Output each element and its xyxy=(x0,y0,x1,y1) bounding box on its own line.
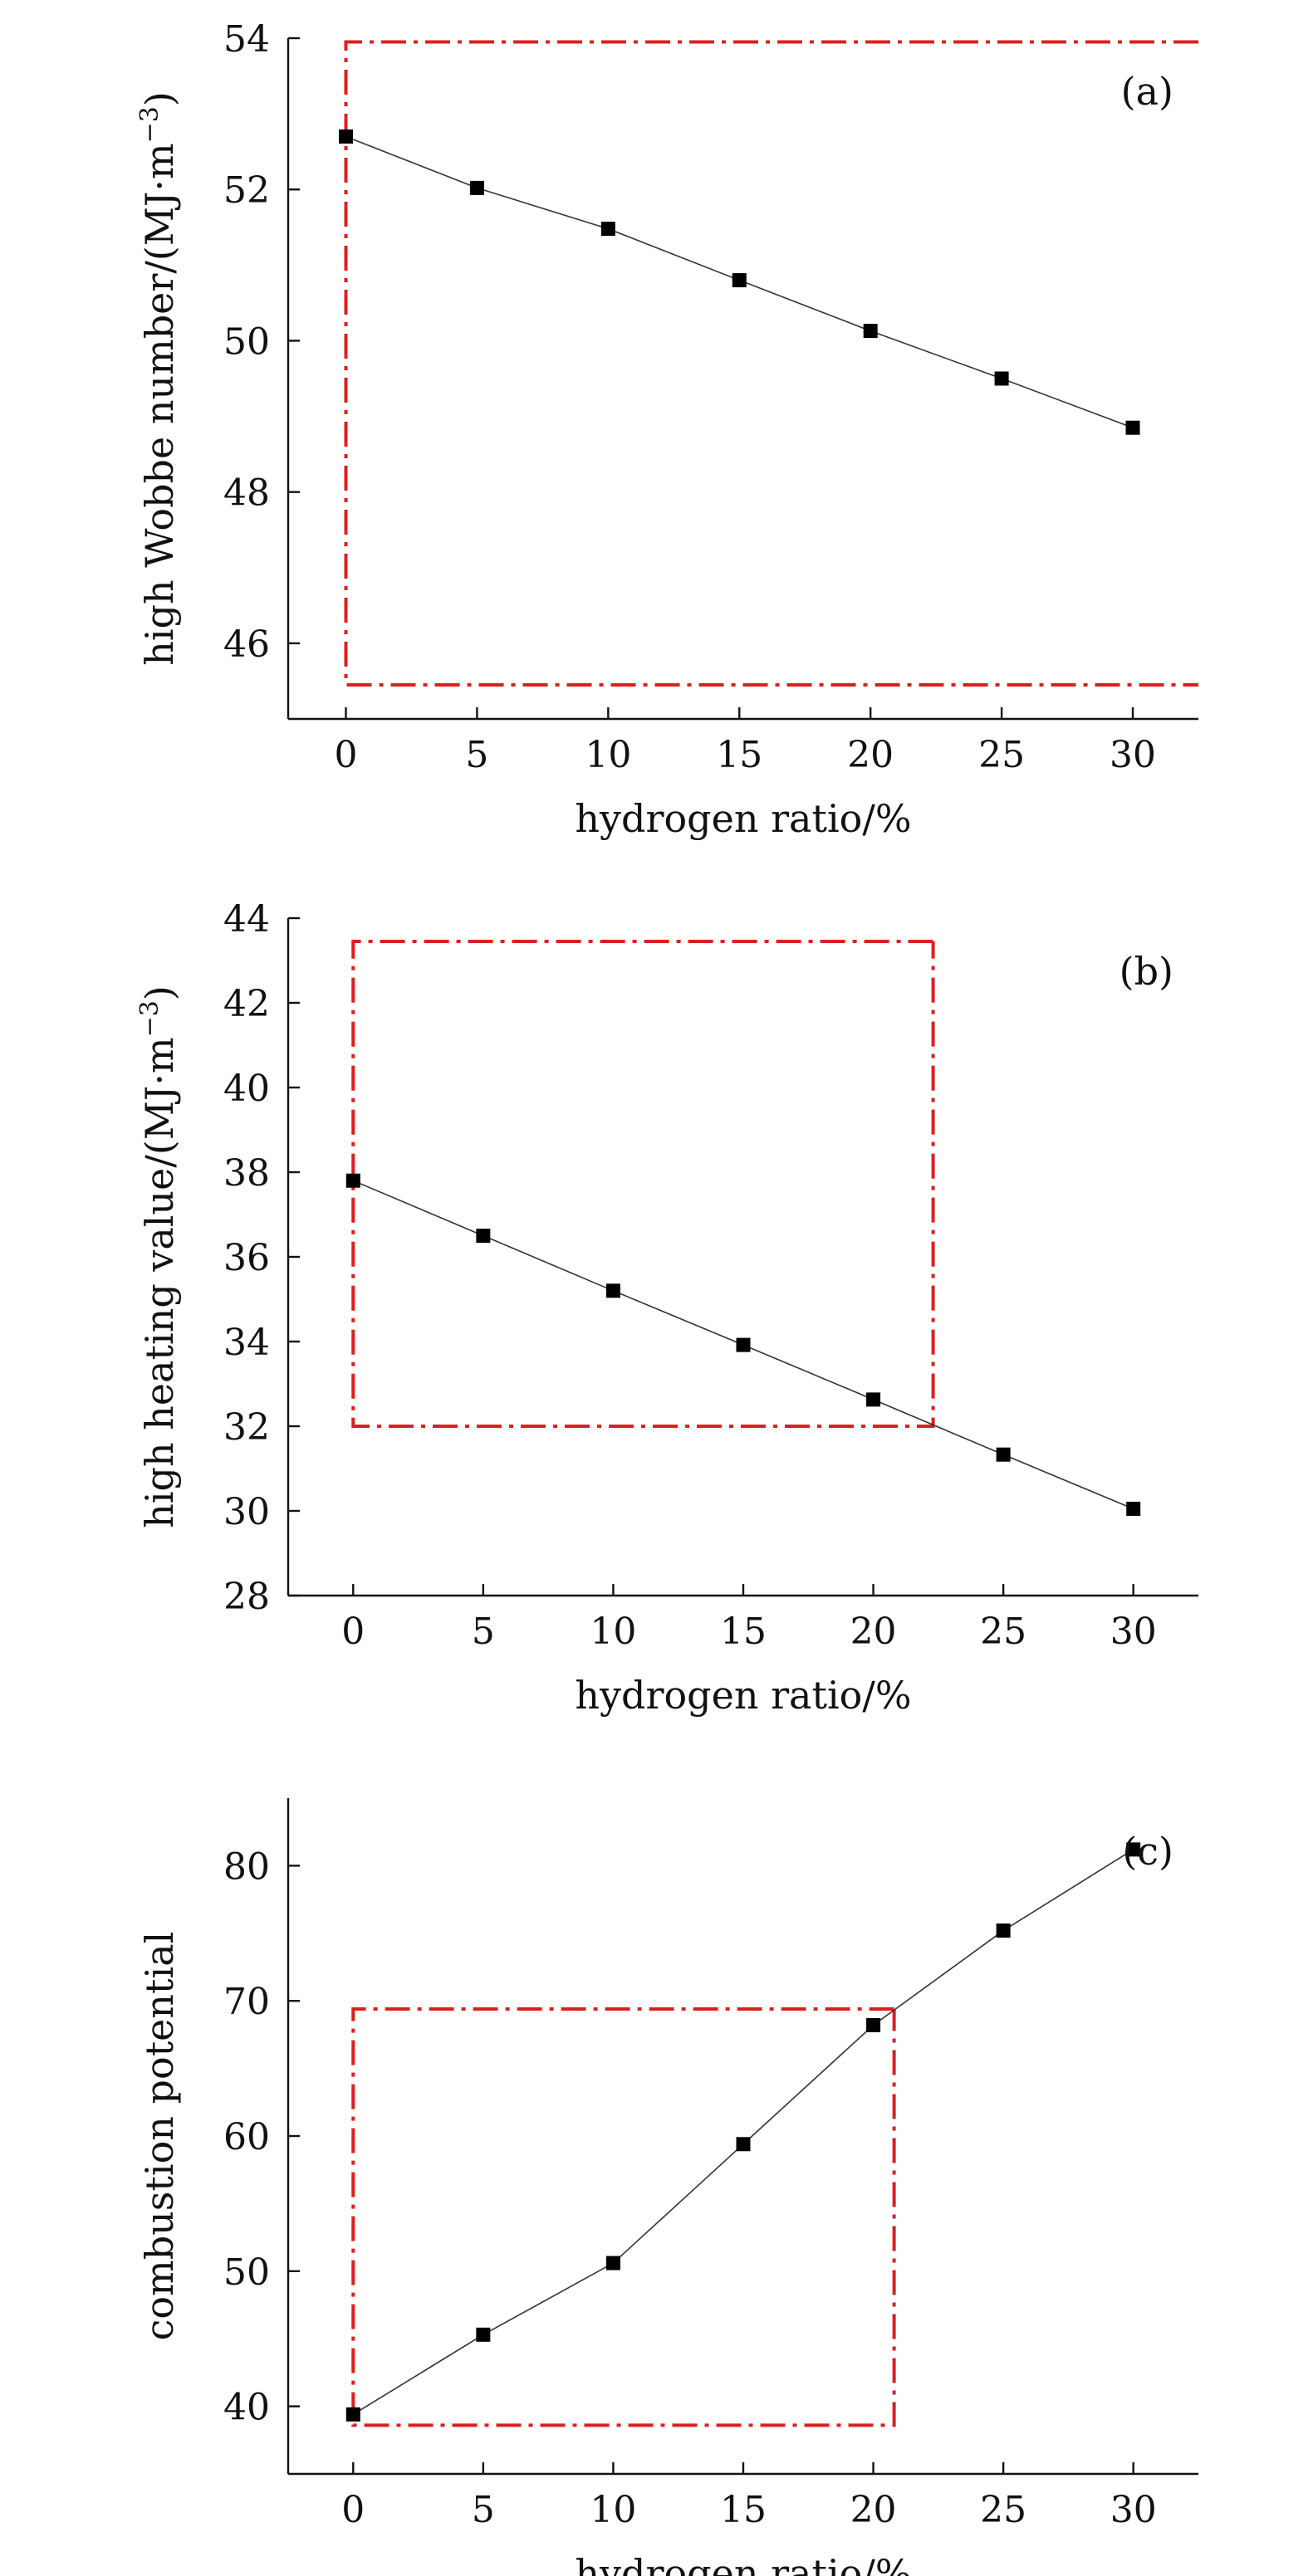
data-point xyxy=(866,2018,881,2033)
data-point xyxy=(736,2137,751,2152)
x-tick-label: 25 xyxy=(980,2489,1026,2531)
data-point xyxy=(1125,420,1140,435)
data-point xyxy=(605,2256,620,2270)
x-tick-label: 20 xyxy=(847,734,894,776)
x-axis-title: hydrogen ratio/% xyxy=(575,796,911,841)
y-tick-label: 34 xyxy=(223,1322,270,1364)
data-point xyxy=(469,180,484,195)
x-tick-label: 10 xyxy=(590,1611,636,1653)
x-tick-label: 30 xyxy=(1110,1611,1157,1653)
y-tick-label: 38 xyxy=(223,1152,270,1195)
y-axis-title-close: ) xyxy=(137,985,182,1000)
data-point xyxy=(345,1173,360,1188)
data-point xyxy=(600,222,615,237)
y-tick-label: 28 xyxy=(223,1576,270,1618)
x-tick-label: 25 xyxy=(980,1611,1026,1653)
data-point xyxy=(476,1229,491,1243)
limit-box xyxy=(344,40,1198,687)
chart-panel-b: 0 5 10 15 20 25 30 28 30 32 34 36 38 40 42 44 hydrogen r… xyxy=(135,898,1198,1718)
chart-panel-a: 0 5 10 15 20 25 30 46 48 50 52 54 hydrogen ratio/% hi… xyxy=(135,18,1198,841)
data-point xyxy=(863,324,878,339)
y-axis-title: high heating value/(MJ·m−3) xyxy=(135,985,182,1528)
y-axis-title-text: combustion potential xyxy=(137,1932,182,2341)
x-tick-label: 5 xyxy=(472,1611,495,1653)
y-tick-label: 42 xyxy=(223,983,270,1025)
y-axis-title-exponent: −3 xyxy=(135,1000,164,1037)
data-point xyxy=(476,2327,491,2342)
data-point xyxy=(338,129,353,144)
x-axis-title: hydrogen ratio/% xyxy=(575,1673,911,1718)
y-axis-title-exponent: −3 xyxy=(135,106,164,143)
data-point xyxy=(994,371,1009,386)
data-point xyxy=(736,1337,751,1352)
data-point xyxy=(605,1283,620,1298)
limit-box xyxy=(351,940,935,1428)
limit-box xyxy=(351,2007,896,2427)
x-tick-label: 0 xyxy=(341,1611,365,1653)
y-tick-label: 54 xyxy=(223,18,270,61)
series-line xyxy=(352,1849,1134,2416)
y-tick-label: 44 xyxy=(223,898,270,941)
panel-label: (b) xyxy=(1119,949,1173,994)
y-tick-label: 52 xyxy=(223,169,270,212)
x-tick-label: 5 xyxy=(472,2489,495,2531)
y-tick-label: 32 xyxy=(223,1406,270,1449)
x-tick-label: 15 xyxy=(720,1611,767,1653)
y-tick-label: 40 xyxy=(223,1068,270,1110)
x-tick-label: 10 xyxy=(590,2489,636,2531)
y-tick-label: 60 xyxy=(223,2116,270,2158)
x-tick-label: 25 xyxy=(978,734,1025,776)
y-axis-title: combustion potential xyxy=(137,1932,182,2341)
x-tick-label: 30 xyxy=(1110,734,1156,776)
data-point xyxy=(1126,1842,1141,1857)
x-tick-label: 0 xyxy=(341,2489,365,2531)
y-tick-label: 36 xyxy=(223,1237,270,1279)
y-tick-label: 50 xyxy=(223,2251,270,2294)
y-axis-title-close: ) xyxy=(137,91,182,106)
x-tick-label: 30 xyxy=(1110,2489,1157,2531)
y-tick-label: 46 xyxy=(223,623,270,666)
y-tick-label: 80 xyxy=(223,1845,270,1888)
data-point xyxy=(996,1447,1011,1462)
data-point xyxy=(345,2407,360,2422)
x-tick-label: 20 xyxy=(850,1611,897,1653)
x-tick-label: 20 xyxy=(850,2489,897,2531)
y-tick-label: 48 xyxy=(223,472,270,515)
y-tick-label: 70 xyxy=(223,1981,270,2023)
data-point xyxy=(866,1392,881,1407)
panel-label: (a) xyxy=(1121,69,1173,114)
data-point xyxy=(1126,1501,1141,1516)
data-point xyxy=(732,273,747,288)
y-tick-label: 40 xyxy=(223,2387,270,2429)
y-axis-title: high Wobbe number/(MJ·m−3) xyxy=(135,91,182,666)
x-axis-title: hydrogen ratio/% xyxy=(575,2551,911,2576)
x-tick-label: 15 xyxy=(716,734,762,776)
panel-label: (c) xyxy=(1122,1829,1173,1874)
data-point xyxy=(996,1923,1011,1938)
x-tick-label: 15 xyxy=(720,2489,767,2531)
y-tick-label: 30 xyxy=(223,1491,270,1533)
chart-panel-c: 0 5 10 15 20 25 30 40 50 60 70 80 hydrogen ratio/% co… xyxy=(137,1798,1198,2576)
x-tick-label: 5 xyxy=(465,734,488,776)
x-tick-label: 0 xyxy=(334,734,357,776)
x-tick-label: 10 xyxy=(585,734,631,776)
y-axis-title-text: high heating value/(MJ·m xyxy=(137,1037,182,1528)
y-axis-title-text: high Wobbe number/(MJ·m xyxy=(137,143,182,665)
y-tick-label: 50 xyxy=(223,320,270,363)
